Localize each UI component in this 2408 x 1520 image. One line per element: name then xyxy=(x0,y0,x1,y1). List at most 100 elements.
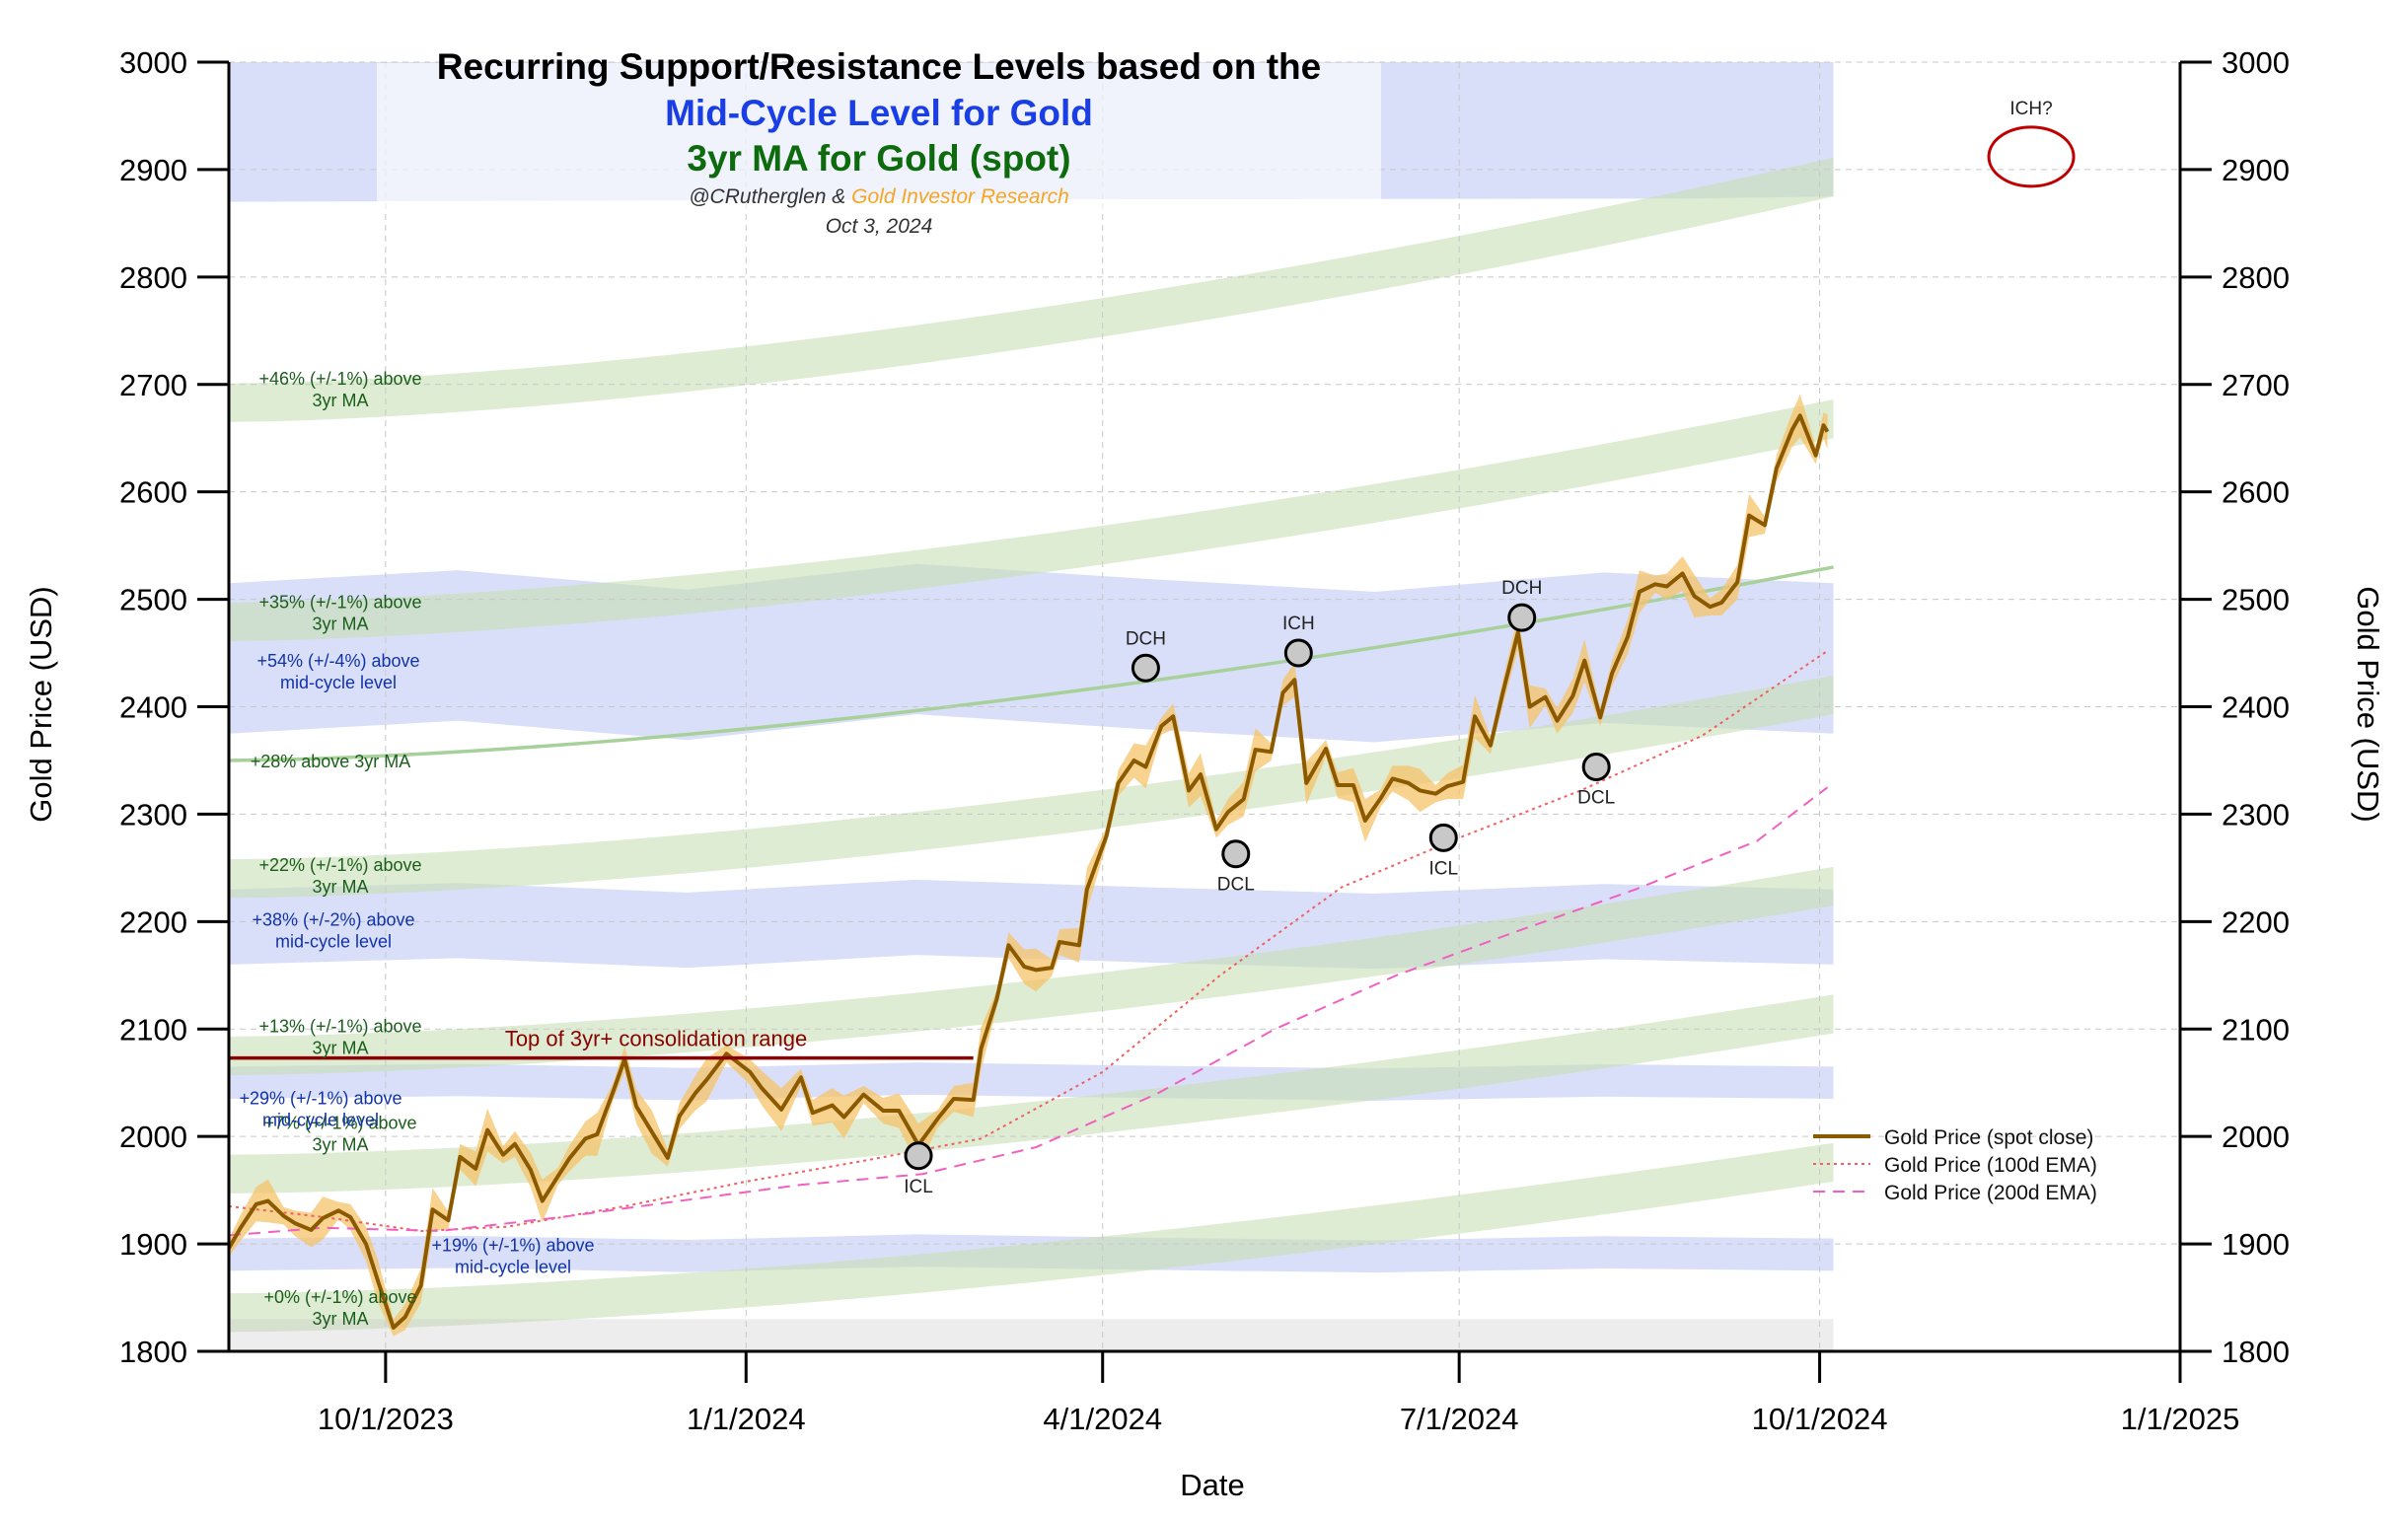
axes-layer: 1800 1800 1900 1900 2000 2000 2100 2100 2200 2200… xyxy=(119,45,2290,1436)
ma-band-label-1: +35% (+/-1%) above xyxy=(258,592,421,612)
y-tick-label-left: 2600 xyxy=(119,475,187,510)
mid-cycle-label-1: +38% (+/-2%) above xyxy=(252,910,414,930)
band-layer xyxy=(228,62,1834,1351)
chart-credit: @CRutherglen & Gold Investor Research xyxy=(689,185,1069,208)
y-tick-label-right: 2500 xyxy=(2222,583,2290,617)
y-tick-label-right: 2300 xyxy=(2222,797,2290,832)
y-tick-label-right: 2100 xyxy=(2222,1012,2290,1047)
cycle-marker-ich-3 xyxy=(1283,638,1313,668)
x-tick-label: 7/1/2024 xyxy=(1400,1402,1519,1436)
ma-band-1 xyxy=(229,398,1834,642)
cycle-label-dcl-6: DCL xyxy=(1577,787,1615,808)
ma-band-5 xyxy=(229,1142,1834,1333)
ma-28-label: +28% above 3yr MA xyxy=(251,752,411,771)
x-tick-label: 1/1/2025 xyxy=(2121,1402,2240,1436)
lowest-band xyxy=(229,1319,1834,1351)
ich-projection-circle xyxy=(1987,125,2076,188)
y-tick-label-left: 2100 xyxy=(119,1012,187,1047)
ma-band-label-line2-0: 3yr MA xyxy=(312,391,368,410)
y-tick-label-left: 3000 xyxy=(119,45,187,80)
ma-band-label-2: +22% (+/-1%) above xyxy=(258,855,421,875)
legend-label-ema100: Gold Price (100d EMA) xyxy=(1884,1154,2097,1177)
y-tick-label-right: 2700 xyxy=(2222,368,2290,402)
y-tick-label-right: 2200 xyxy=(2222,905,2290,939)
annotation-layer: Top of 3yr+ consolidation range +46% (+/-… xyxy=(229,99,2076,1329)
cycle-label-ich-3: ICH xyxy=(1282,614,1315,634)
ma-band-label-line2-1: 3yr MA xyxy=(312,614,368,633)
ma-band-3 xyxy=(229,866,1834,1076)
y-tick-label-right: 1800 xyxy=(2222,1335,2290,1369)
y-tick-label-left: 1800 xyxy=(119,1335,187,1369)
series-layer xyxy=(227,394,1830,1337)
x-tick-label: 10/1/2024 xyxy=(1752,1402,1888,1436)
ma-band-label-line2-3: 3yr MA xyxy=(312,1039,368,1058)
chart-date: Oct 3, 2024 xyxy=(826,215,933,238)
y-tick-label-right: 1900 xyxy=(2222,1227,2290,1262)
y-tick-label-right: 2400 xyxy=(2222,690,2290,725)
y-tick-label-right: 2800 xyxy=(2222,260,2290,295)
cycle-marker-dch-1 xyxy=(1131,653,1160,683)
y-tick-label-left: 2900 xyxy=(119,153,187,187)
cycle-label-icl-0: ICL xyxy=(904,1177,933,1197)
mid-cycle-label-line2-1: mid-cycle level xyxy=(275,932,392,952)
title-backdrop xyxy=(377,63,1381,211)
cycle-marker-dch-5 xyxy=(1507,603,1537,632)
cycle-marker-dcl-6 xyxy=(1581,752,1611,781)
chart-subtitle-mid-cycle: Mid-Cycle Level for Gold xyxy=(665,93,1093,133)
ma-band-label-line2-2: 3yr MA xyxy=(312,877,368,897)
legend-label-ema200: Gold Price (200d EMA) xyxy=(1884,1182,2097,1204)
x-tick-label: 1/1/2024 xyxy=(687,1402,806,1436)
y-tick-label-right: 3000 xyxy=(2222,45,2290,80)
chart-title: Recurring Support/Resistance Levels base… xyxy=(437,46,1321,87)
mid-cycle-label-line2-0: mid-cycle level xyxy=(280,673,397,692)
ma-band-label-line2-4: 3yr MA xyxy=(312,1135,368,1155)
y-tick-label-left: 2200 xyxy=(119,905,187,939)
spot-price-line xyxy=(227,413,1830,1331)
y-axis-title-right: Gold Price (USD) xyxy=(2351,586,2385,822)
y-axis-title-left: Gold Price (USD) xyxy=(24,586,58,822)
ma-band-label-0: +46% (+/-1%) above xyxy=(258,369,421,389)
x-tick-label: 10/1/2023 xyxy=(318,1402,454,1436)
y-tick-label-left: 2700 xyxy=(119,368,187,402)
y-tick-label-right: 2600 xyxy=(2222,475,2290,510)
ma-band-label-5: +0% (+/-1%) above xyxy=(263,1287,416,1307)
cycle-label-dcl-2: DCL xyxy=(1217,875,1255,896)
cycle-marker-icl-4 xyxy=(1428,823,1458,852)
cycle-label-icl-4: ICL xyxy=(1428,858,1458,879)
ma-band-2 xyxy=(229,675,1834,899)
x-tick-label: 4/1/2024 xyxy=(1043,1402,1162,1436)
y-tick-label-left: 1900 xyxy=(119,1227,187,1262)
chart-subtitle-3yr-ma: 3yr MA for Gold (spot) xyxy=(687,138,1070,179)
y-tick-label-left: 2500 xyxy=(119,583,187,617)
ema200-line xyxy=(228,786,1829,1237)
ma-28-line xyxy=(228,565,1834,762)
mid-cycle-label-2: +29% (+/-1%) above xyxy=(239,1088,401,1108)
ma-band-label-3: +13% (+/-1%) above xyxy=(258,1017,421,1037)
ma-band-label-4: +7% (+/-1%) above xyxy=(263,1114,416,1133)
consolidation-label: Top of 3yr+ consolidation range xyxy=(505,1027,807,1051)
credit-author: @CRutherglen & xyxy=(689,185,851,208)
x-axis-title: Date xyxy=(1180,1468,1244,1502)
mid-cycle-band-0 xyxy=(229,563,1834,743)
ma-band-0 xyxy=(229,157,1834,422)
mid-cycle-label-line2-3: mid-cycle level xyxy=(455,1258,571,1277)
credit-org: Gold Investor Research xyxy=(851,185,1069,208)
cycle-label-dch-5: DCH xyxy=(1501,578,1542,599)
mid-cycle-label-3: +19% (+/-1%) above xyxy=(431,1236,594,1256)
y-tick-label-left: 2800 xyxy=(119,260,187,295)
ma-band-label-line2-5: 3yr MA xyxy=(312,1309,368,1329)
cycle-marker-icl-0 xyxy=(904,1141,933,1171)
mid-cycle-label-line2-2: mid-cycle level xyxy=(262,1110,379,1129)
y-tick-label-left: 2000 xyxy=(119,1120,187,1154)
mid-cycle-label-0: +54% (+/-4%) above xyxy=(256,651,419,671)
y-tick-label-right: 2000 xyxy=(2222,1120,2290,1154)
ma-band-4 xyxy=(229,994,1834,1194)
y-tick-label-left: 2400 xyxy=(119,690,187,725)
cycle-label-dch-1: DCH xyxy=(1126,628,1166,649)
y-tick-label-right: 2900 xyxy=(2222,153,2290,187)
ich-projection-label: ICH? xyxy=(2009,99,2052,119)
y-tick-label-left: 2300 xyxy=(119,797,187,832)
